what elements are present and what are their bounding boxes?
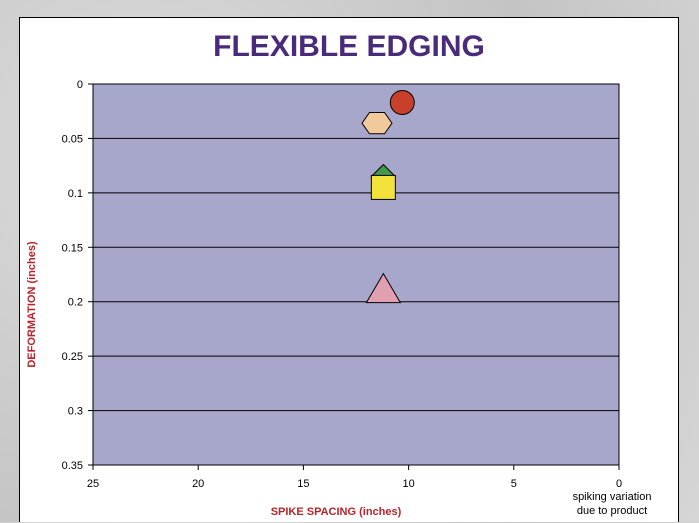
x-axis-label: SPIKE SPACING (inches) (271, 506, 402, 518)
x-tick-label-0: 25 (87, 478, 99, 490)
y-tick-label-1: 0.05 (62, 133, 83, 145)
data-point-circle (389, 90, 415, 116)
data-point-square (370, 174, 396, 200)
y-tick-label-5: 0.25 (62, 351, 83, 363)
scatter-chart: 0 0.05 0.1 0.15 0.2 0.25 0.3 0.35 25 20 15 10 5 0 SPIK… (26, 79, 622, 518)
x-tick-label-5: 0 (616, 478, 622, 490)
y-tick-label-0: 0 (77, 79, 83, 91)
x-tick-label-3: 10 (402, 478, 414, 490)
x-tick-label-4: 5 (511, 478, 517, 490)
y-axis-label: DEFORMATION (inches) (26, 241, 38, 368)
data-point-triangle (365, 272, 402, 304)
x-tick-label-2: 15 (297, 478, 309, 490)
chart-title: FLEXIBLE EDGING (213, 30, 485, 63)
y-tick-label-2: 0.1 (68, 188, 83, 200)
y-tick-label-4: 0.2 (68, 297, 83, 309)
x-tick-label-1: 20 (192, 478, 204, 490)
annotation-line-1: spiking variation (572, 491, 652, 503)
annotation-line-2: due to product (576, 505, 648, 517)
y-tick-label-7: 0.35 (62, 460, 83, 472)
data-point-hexagon (361, 112, 393, 135)
y-tick-label-3: 0.15 (62, 242, 83, 254)
chart-panel: FLEXIBLE EDGING 0 0.05 0.1 0.15 0.2 0.25 0.3 0.… (19, 17, 679, 522)
y-tick-label-6: 0.3 (68, 406, 83, 418)
plot-area (92, 83, 620, 466)
